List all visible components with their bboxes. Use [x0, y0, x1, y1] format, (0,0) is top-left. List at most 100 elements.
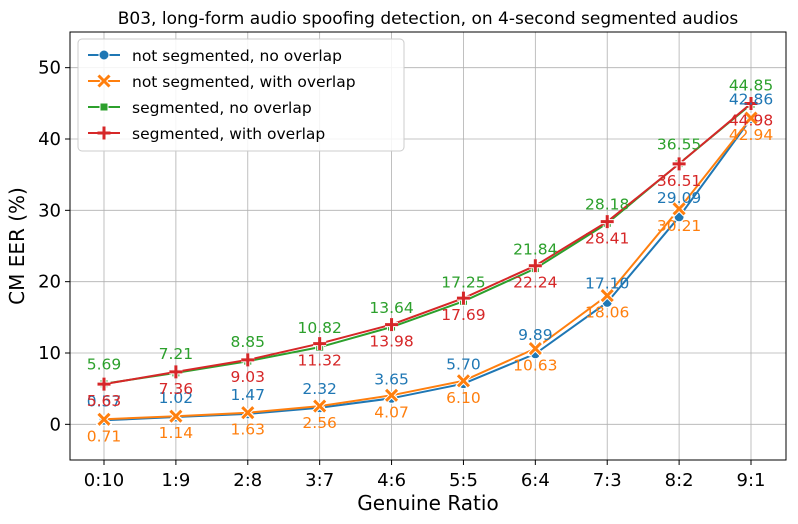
- y-axis-label: CM EER (%): [5, 187, 29, 305]
- x-axis: 0:10 1:9 2:8 3:7 4:6 5:5 6:4 7:3 8:2 9:1: [84, 460, 766, 491]
- y-tick-label: 20: [38, 272, 61, 293]
- x-axis-label: Genuine Ratio: [357, 491, 498, 515]
- data-label: 1.14: [159, 424, 194, 442]
- data-labels: 0.57 1.02 1.47 2.32 3.65 5.70 9.89 17.10 29.09 42…: [87, 76, 773, 445]
- x-tick-label: 1:9: [161, 470, 190, 491]
- data-label: 1.63: [231, 421, 266, 439]
- legend-label: segmented, with overlap: [132, 125, 325, 143]
- data-label: 1.02: [159, 389, 194, 407]
- series-line: [103, 102, 752, 386]
- data-point: [528, 259, 542, 273]
- y-axis: 0 10 20 30 40 50: [38, 58, 70, 435]
- data-label: 44.85: [729, 76, 773, 94]
- series-line: [103, 118, 752, 422]
- data-point: [96, 73, 112, 89]
- data-point: [744, 96, 758, 110]
- data-point: [311, 398, 328, 415]
- x-tick-label: 8:2: [665, 470, 694, 491]
- series-1: [98, 113, 757, 426]
- plot-frame: [69, 31, 787, 461]
- legend-item: segmented, with overlap: [88, 125, 325, 143]
- series-lines: [96, 96, 759, 428]
- data-label: 21.84: [513, 241, 557, 259]
- grid: [70, 32, 786, 460]
- data-point: [313, 337, 327, 351]
- legend-label: segmented, no overlap: [132, 99, 312, 117]
- data-point: [98, 49, 110, 61]
- legend-label: not segmented, with overlap: [132, 73, 356, 91]
- series-line: [103, 117, 752, 421]
- data-label: 30.21: [657, 217, 701, 235]
- data-label: 36.55: [657, 136, 701, 154]
- data-label: 2.32: [302, 380, 337, 398]
- y-tick-label: 30: [38, 200, 61, 221]
- data-label: 5.63: [87, 392, 122, 410]
- data-point: [97, 377, 111, 391]
- data-label: 17.25: [441, 273, 485, 291]
- data-label: 5.70: [446, 356, 481, 374]
- x-tick-label: 2:8: [233, 470, 262, 491]
- data-point: [383, 387, 400, 404]
- x-tick-label: 0:10: [84, 470, 124, 491]
- y-tick-label: 50: [38, 58, 61, 79]
- data-label: 42.86: [729, 91, 773, 109]
- y-tick-label: 40: [38, 129, 61, 150]
- data-point: [241, 353, 255, 367]
- data-point: [97, 126, 111, 140]
- data-label: 3.65: [374, 370, 409, 388]
- data-point: [599, 287, 616, 304]
- data-point: [96, 411, 112, 428]
- data-point: [527, 340, 544, 357]
- x-tick-label: 4:6: [377, 470, 406, 491]
- data-label: 0.71: [87, 427, 122, 445]
- data-label: 17.69: [441, 306, 485, 324]
- data-label: 29.09: [657, 189, 701, 207]
- data-label: 18.06: [585, 304, 629, 322]
- data-label: 44.98: [729, 111, 773, 129]
- data-label: 0.57: [87, 392, 122, 410]
- data-label: 2.56: [302, 414, 337, 432]
- y-tick-label: 0: [50, 414, 61, 435]
- x-tick-label: 9:1: [737, 470, 766, 491]
- data-label: 5.69: [87, 356, 122, 374]
- x-tick-label: 5:5: [449, 470, 478, 491]
- data-label: 9.89: [518, 326, 553, 344]
- x-tick-label: 3:7: [305, 470, 334, 491]
- data-point: [743, 110, 759, 127]
- x-tick-label: 6:4: [521, 470, 550, 491]
- data-label: 28.18: [585, 195, 629, 213]
- data-label: 9.03: [231, 368, 266, 386]
- data-label: 7.21: [159, 345, 194, 363]
- legend-item: not segmented, with overlap: [88, 73, 356, 91]
- legend-item: segmented, no overlap: [88, 99, 312, 117]
- data-label: 13.98: [369, 333, 413, 351]
- data-point: [239, 404, 256, 421]
- data-label: 8.85: [231, 333, 266, 351]
- legend-box: [77, 38, 405, 152]
- data-label: 7.36: [159, 380, 194, 398]
- data-label: 10.63: [513, 357, 557, 375]
- data-label: 28.41: [585, 230, 629, 248]
- data-label: 22.24: [513, 274, 557, 292]
- data-label: 4.07: [374, 403, 409, 421]
- data-point: [167, 408, 184, 425]
- data-point: [99, 102, 109, 112]
- data-point: [456, 291, 470, 305]
- data-point: [672, 157, 686, 171]
- data-point: [600, 215, 614, 229]
- data-label: 17.10: [585, 274, 629, 292]
- data-label: 42.94: [729, 126, 773, 144]
- data-point: [385, 318, 399, 332]
- data-label: 6.10: [446, 389, 481, 407]
- data-label: 10.82: [297, 319, 341, 337]
- series-2: [96, 110, 759, 428]
- data-label: 36.51: [657, 172, 701, 190]
- legend: not segmented, no overlap not segmented, …: [77, 38, 405, 152]
- chart-title: B03, long-form audio spoofing detection,…: [118, 9, 739, 29]
- data-point: [169, 365, 183, 379]
- y-tick-label: 10: [38, 343, 61, 364]
- data-label: 1.47: [231, 386, 266, 404]
- legend-item: not segmented, no overlap: [88, 47, 342, 65]
- data-point: [671, 200, 688, 217]
